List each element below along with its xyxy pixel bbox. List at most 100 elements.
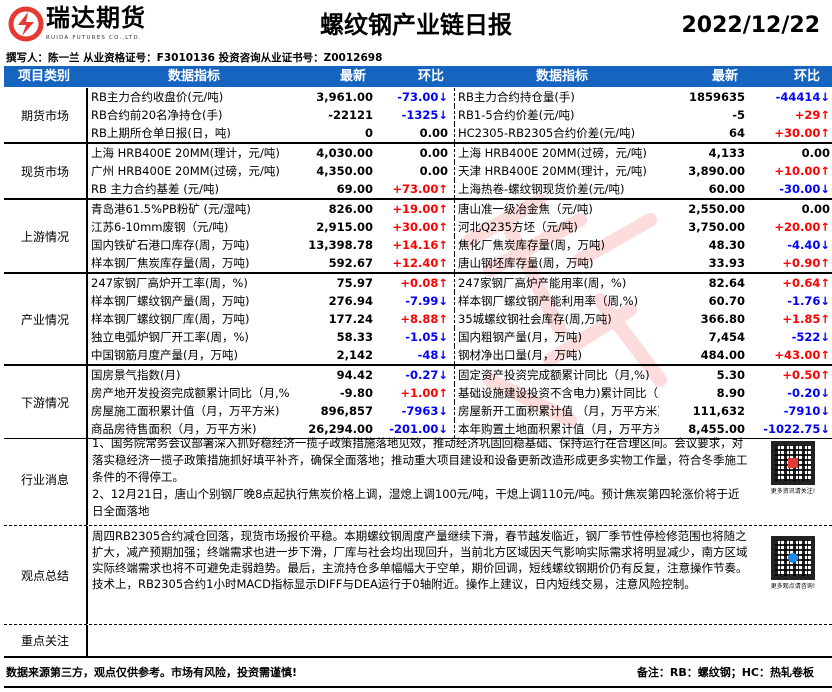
qr-code-icon (771, 536, 815, 580)
views-text: 周四RB2305合约减仓回落，现货市场报价平稳。本期螺纹钢周度产量继续下滑，春节… (92, 529, 748, 591)
change-cell: -1325↓ (401, 108, 448, 122)
indicator-cell: 国房景气指数(月) (91, 368, 181, 382)
latest-cell: 592.67 (328, 256, 373, 270)
change-cell: 0.00 (419, 146, 448, 160)
latest-cell: 58.33 (336, 330, 373, 344)
brand-english: RUIDA FUTURES CO.,LTD. (46, 35, 142, 41)
change-cell: -0.27↓ (405, 368, 448, 382)
indicator-cell: 房屋施工面积累计值（月，万平方米) (91, 404, 280, 418)
table-header: 项目类别 数据指标 最新 环比 数据指标 最新 环比 (4, 66, 832, 87)
section-2: 上游情况 青岛港61.5%PB粉矿 (元/湿吨) 826.00 +19.00↑ 唐山准一… (4, 200, 832, 274)
indicator-2-cell: 唐山准一级冶金焦（元/吨) (454, 200, 659, 218)
views-category: 观点总结 (4, 526, 88, 624)
footer: 数据来源第三方，观点仅供参考。市场有风险，投资需谨慎! 备注：RB：螺纹钢；HC… (4, 656, 832, 688)
latest-2-cell: 82.64 (708, 276, 745, 290)
report-header: 瑞达期货 RUIDA FUTURES CO.,LTD. 螺纹钢产业链日报 202… (0, 0, 832, 50)
col-indicator: 数据指标 (168, 69, 221, 84)
table-row: 广州 HRB400E 20MM(过磅，元/吨) 4,350.00 0.00 天津 HR… (88, 162, 832, 180)
latest-2-cell: 111,632 (692, 404, 745, 418)
indicator-2-cell: RB1-5合约价差(元/吨) (454, 106, 659, 124)
change-cell: -1.05↓ (405, 330, 448, 344)
views-section: 观点总结 周四RB2305合约减仓回落，现货市场报价平稳。本期螺纹钢周度产量继续… (4, 526, 832, 625)
change-2-cell: +0.50↑ (782, 368, 830, 382)
change-cell: +0.08↑ (400, 276, 448, 290)
table-row: 独立电弧炉钢厂开工率(周，%) 58.33 -1.05↓ 国内粗钢产量(月，万吨) 7,… (88, 328, 832, 346)
change-cell: -7963↓ (401, 404, 448, 418)
latest-2-cell: 33.93 (708, 256, 745, 270)
news-qr: 更多资讯请关注! (762, 441, 824, 496)
col-change: 环比 (418, 69, 445, 84)
change-2-cell: -522↓ (791, 330, 830, 344)
change-cell: +14.16↑ (392, 238, 448, 252)
change-2-cell: 0.00 (801, 146, 830, 160)
qr-code-icon (771, 441, 815, 485)
section-4: 下游情况 国房景气指数(月) 94.42 -0.27↓ 固定资产投资完成额累计同比（月,… (4, 366, 832, 439)
indicator-2-cell: 天津 HRB400E 20MM(理计，元/吨) (454, 162, 659, 180)
latest-cell: 2,142 (336, 348, 373, 362)
indicator-cell: 江苏6-10mm废钢（元/吨) (91, 220, 229, 234)
change-2-cell: +29↑ (794, 108, 830, 122)
disclaimer: 数据来源第三方，观点仅供参考。市场有风险，投资需谨慎! (6, 666, 298, 679)
indicator-2-cell: 本年购置土地面积累计值（月，万平方米) (454, 420, 659, 438)
col-indicator-2: 数据指标 (536, 69, 589, 84)
indicator-2-cell: 样本钢厂螺纹钢产能利用率（周,%) (454, 292, 659, 310)
table-row: RB 主力合约基差 (元/吨) 69.00 +73.00↑ 上海热卷-螺纹钢现货价差(… (88, 180, 832, 198)
ruida-logo-icon (8, 6, 44, 42)
latest-cell: 177.24 (328, 312, 373, 326)
change-2-cell: +10.00↑ (774, 164, 830, 178)
latest-cell: 75.97 (336, 276, 373, 290)
latest-2-cell: 366.80 (700, 312, 745, 326)
indicator-cell: 上海 HRB400E 20MM(理计，元/吨) (91, 146, 280, 160)
latest-2-cell: 1859635 (688, 90, 745, 104)
change-cell: -73.00↓ (397, 90, 448, 104)
change-2-cell: -30.00↓ (779, 182, 830, 196)
table-row: 样本钢厂螺纹钢产量(周，万吨) 276.94 -7.99↓ 样本钢厂螺纹钢产能利用率（… (88, 292, 832, 310)
latest-2-cell: 4,133 (708, 146, 745, 160)
latest-2-cell: 60.70 (708, 294, 745, 308)
indicator-2-cell: 247家钢厂高炉产能用率(周，%) (454, 274, 659, 292)
indicator-2-cell: 房屋新开工面积累计值 （月，万平方米) (454, 402, 659, 420)
change-cell: -201.00↓ (389, 422, 448, 436)
data-table: 期货市场 RB主力合约收盘价(元/吨) 3,961.00 -73.00↓ RB主力合约持… (4, 88, 832, 439)
category-label: 现货市场 (4, 144, 88, 198)
latest-cell: 94.42 (336, 368, 373, 382)
indicator-cell: RB 主力合约基差 (元/吨) (91, 182, 220, 196)
col-category: 项目类别 (18, 69, 71, 84)
change-2-cell: +1.85↑ (782, 312, 830, 326)
indicator-cell: 样本钢厂螺纹钢厂库(周，万吨) (91, 312, 250, 326)
change-2-cell: -7910↓ (783, 404, 830, 418)
indicator-cell: RB合约前20名净持仓(手) (91, 108, 223, 122)
indicator-cell: RB主力合约收盘价(元/吨) (91, 90, 224, 104)
change-2-cell: +43.00↑ (774, 348, 830, 362)
indicator-cell: 房产地开发投资完成额累计同比（月,%) (91, 386, 291, 400)
indicator-cell: 独立电弧炉钢厂开工率(周，%) (91, 330, 249, 344)
latest-2-cell: 7,454 (708, 330, 745, 344)
indicator-2-cell: 唐山钢坯库存量(周，万吨) (454, 254, 659, 272)
change-2-cell: -0.20↓ (787, 386, 830, 400)
indicator-cell: 青岛港61.5%PB粉矿 (元/湿吨) (91, 202, 251, 216)
table-row: 房产地开发投资完成额累计同比（月,%) -9.80 +1.00↑ 基础设施建设投资不含… (88, 384, 832, 402)
col-latest: 最新 (340, 69, 367, 84)
indicator-cell: 样本钢厂螺纹钢产量(周，万吨) (91, 294, 250, 308)
news-section: 行业消息 1、国务院常务会议部署深入抓好稳经济一揽子政策措施落地见效，推动经济巩… (4, 433, 832, 526)
col-change-2: 环比 (794, 69, 821, 84)
change-cell: 0.00 (419, 126, 448, 140)
category-label: 上游情况 (4, 200, 88, 272)
category-label: 期货市场 (4, 88, 88, 142)
latest-cell: -22121 (328, 108, 373, 122)
report-date: 2022/12/22 (681, 13, 820, 38)
indicator-2-cell: HC2305-RB2305合约价差(元/吨) (454, 124, 659, 142)
news-item-1: 1、国务院常务会议部署深入抓好稳经济一揽子政策措施落地见效，推动经济巩固回稳基础… (92, 436, 748, 484)
indicator-cell: 国内铁矿石港口库存(周，万吨) (91, 238, 250, 252)
views-qr: 更多观点请咨询! (762, 536, 824, 591)
latest-cell: 896,857 (320, 404, 373, 418)
latest-2-cell: 3,890.00 (688, 164, 745, 178)
indicator-cell: 样本钢厂焦炭库存量(周，万吨) (91, 256, 250, 270)
indicator-2-cell: 基础设施建设投资不含电力)累计同比（月,%) (454, 384, 659, 402)
focus-category: 重点关注 (4, 625, 88, 656)
latest-2-cell: 48.30 (708, 238, 745, 252)
latest-cell: 69.00 (336, 182, 373, 196)
table-row: 国房景气指数(月) 94.42 -0.27↓ 固定资产投资完成额累计同比（月,%) 5.… (88, 366, 832, 384)
author-line: 撰写人：陈一兰 从业资格证号：F3010136 投资咨询从业证书号：Z00126… (6, 52, 383, 64)
table-row: 247家钢厂高炉开工率(周，%) 75.97 +0.08↑ 247家钢厂高炉产能用率(… (88, 274, 832, 292)
